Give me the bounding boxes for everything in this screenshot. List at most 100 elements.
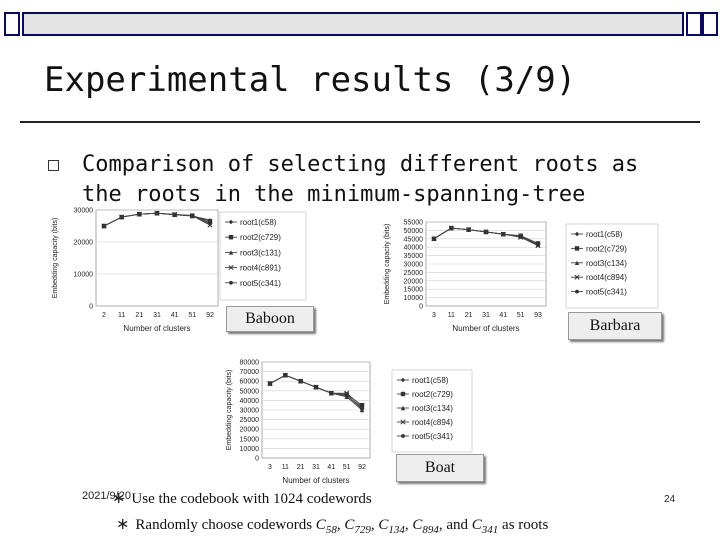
x-tick-label: 21 bbox=[135, 312, 143, 319]
y-tick-label: 0 bbox=[419, 304, 423, 311]
legend-entry: root3(c134) bbox=[412, 404, 453, 413]
data-point bbox=[401, 434, 405, 438]
x-tick-label: 31 bbox=[312, 464, 320, 471]
slide-date: 2021/9/20 bbox=[82, 490, 131, 502]
y-axis-label: Embedding capacity (bits) bbox=[384, 224, 391, 305]
data-point bbox=[229, 280, 233, 285]
legend-entry: root1(c58) bbox=[412, 376, 449, 385]
x-tick-label: 51 bbox=[188, 312, 196, 319]
y-tick-label: 55000 bbox=[404, 220, 424, 227]
caption-barbara: Barbara bbox=[568, 312, 662, 340]
y-tick-label: 20000 bbox=[240, 427, 260, 434]
data-point bbox=[208, 220, 212, 225]
x-tick-label: 92 bbox=[206, 312, 214, 319]
x-tick-label: 21 bbox=[465, 312, 473, 319]
x-tick-label: 92 bbox=[358, 464, 366, 471]
note-roots-suffix: as roots bbox=[498, 517, 549, 533]
y-tick-label: 20000 bbox=[74, 240, 94, 247]
y-tick-label: 70000 bbox=[240, 369, 260, 376]
data-point bbox=[119, 215, 124, 219]
data-point bbox=[298, 379, 303, 384]
page-number: 24 bbox=[664, 494, 676, 505]
x-tick-label: 2 bbox=[102, 312, 106, 319]
data-point bbox=[190, 213, 195, 218]
codeword-label: C341 bbox=[471, 517, 499, 536]
x-tick-label: 93 bbox=[534, 312, 542, 319]
codeword-label: C894 bbox=[412, 517, 439, 536]
y-tick-label: 30000 bbox=[74, 208, 94, 215]
note-roots: ∗ Randomly choose codewords C58, C729, C1… bbox=[116, 514, 548, 536]
data-point bbox=[360, 406, 364, 411]
data-point bbox=[575, 289, 579, 294]
note-codebook-text: Use the codebook with 1024 codewords bbox=[131, 491, 372, 507]
legend-entry: root2(c729) bbox=[586, 244, 627, 253]
chart-boat: Embedding capacity (bits) 0 10000 15000 2000… bbox=[222, 356, 474, 488]
legend-entry: root2(c729) bbox=[412, 390, 453, 399]
data-point bbox=[400, 419, 406, 425]
codeword-label: C58 bbox=[315, 517, 337, 536]
y-tick-label: 25000 bbox=[240, 417, 260, 424]
x-tick-label: 51 bbox=[343, 464, 351, 471]
y-tick-label: 0 bbox=[89, 304, 93, 311]
y-tick-label: 60000 bbox=[240, 379, 260, 386]
codeword-list: C58, C729, C134, C894, and C341 bbox=[315, 517, 499, 536]
y-tick-label: 20000 bbox=[404, 278, 424, 285]
codeword-label: C134 bbox=[378, 517, 405, 536]
plot-area bbox=[95, 209, 219, 307]
data-point bbox=[228, 250, 234, 255]
data-point bbox=[466, 227, 471, 232]
data-point bbox=[102, 224, 106, 228]
data-point bbox=[501, 232, 506, 237]
data-point bbox=[228, 265, 234, 271]
y-tick-label: 10000 bbox=[240, 446, 260, 453]
y-tick-label: 40000 bbox=[404, 245, 424, 252]
slide-top-bar bbox=[22, 12, 684, 36]
data-point bbox=[155, 211, 159, 216]
data-point bbox=[207, 217, 213, 223]
y-tick-label: 40000 bbox=[240, 398, 260, 405]
data-point bbox=[400, 405, 406, 411]
legend-entry: root4(c894) bbox=[412, 418, 453, 427]
data-point bbox=[137, 212, 142, 217]
x-tick-label: 11 bbox=[448, 312, 455, 319]
data-point bbox=[518, 234, 523, 238]
data-point bbox=[359, 403, 365, 408]
asterisk-icon: ∗ bbox=[116, 516, 130, 533]
legend-entry: root5(c341) bbox=[586, 288, 627, 297]
legend-entry: root1(c58) bbox=[586, 230, 623, 239]
legend-entry: root5(c341) bbox=[240, 279, 281, 288]
y-tick-label: 25000 bbox=[404, 270, 424, 277]
legend-entry: root1(c58) bbox=[240, 218, 277, 227]
data-point bbox=[432, 236, 436, 241]
slide-top-right-square-1 bbox=[686, 12, 702, 36]
legend-box bbox=[219, 211, 307, 301]
legend-box bbox=[391, 369, 473, 453]
y-tick-label: 10000 bbox=[74, 272, 94, 279]
y-tick-label: 10000 bbox=[404, 295, 424, 302]
y-tick-label: 0 bbox=[255, 456, 259, 463]
codeword-label: C729 bbox=[344, 517, 371, 536]
y-tick-label: 30000 bbox=[240, 408, 260, 415]
data-point bbox=[574, 246, 580, 251]
x-tick-label: 31 bbox=[482, 312, 490, 319]
bullet-square-icon bbox=[48, 160, 59, 171]
y-tick-label: 30000 bbox=[404, 262, 424, 269]
note-codebook: ∗ Use the codebook with 1024 codewords bbox=[112, 488, 372, 508]
data-point bbox=[344, 393, 349, 397]
legend-entry: root3(c131) bbox=[240, 248, 281, 257]
x-tick-label: 51 bbox=[517, 312, 525, 319]
data-point bbox=[400, 377, 406, 383]
x-tick-label: 21 bbox=[297, 464, 305, 471]
caption-boat: Boat bbox=[396, 454, 484, 482]
data-point bbox=[574, 231, 580, 237]
data-point bbox=[228, 219, 234, 225]
legend-box bbox=[565, 223, 659, 309]
y-tick-label: 15000 bbox=[240, 436, 260, 443]
y-tick-label: 50000 bbox=[404, 228, 424, 235]
x-tick-label: 41 bbox=[499, 312, 507, 319]
x-tick-label: 41 bbox=[327, 464, 335, 471]
slide-title: Experimental results (3/9) bbox=[44, 60, 577, 100]
x-axis-label: Number of clusters bbox=[123, 324, 190, 333]
y-tick-label: 80000 bbox=[240, 360, 260, 367]
legend-entry: root4(c891) bbox=[240, 264, 281, 273]
